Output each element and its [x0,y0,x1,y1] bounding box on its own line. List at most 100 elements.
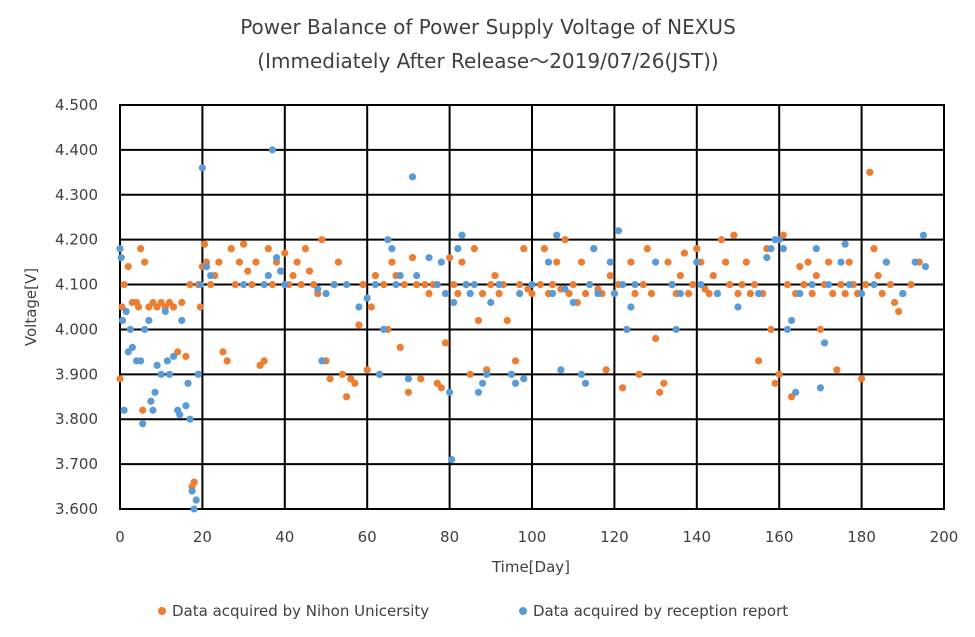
data-point [186,280,194,289]
data-point [730,231,738,239]
data-point [184,379,192,387]
data-point [676,289,684,298]
data-point [458,231,466,239]
data-point [192,496,200,504]
data-point [139,406,147,414]
data-point [128,343,136,351]
data-point [145,316,153,325]
data-point [281,249,289,257]
data-point [355,303,363,311]
data-point [775,236,783,244]
data-point [528,289,536,298]
data-point [919,231,928,239]
data-point [680,249,689,257]
data-point [763,254,771,262]
data-point [425,289,433,298]
data-point [417,375,425,383]
data-point [388,245,396,253]
data-point [516,289,524,298]
data-point [672,325,680,334]
data-point [577,370,586,378]
data-point [408,173,417,181]
data-point [466,289,474,298]
data-point [808,280,816,289]
legend-label-reception: Data acquired by reception report [533,602,788,620]
data-point [779,245,787,253]
data-point [182,352,190,360]
data-point [334,258,342,266]
data-point [474,316,483,325]
data-point [248,280,256,289]
data-point [165,370,174,378]
data-point [870,245,878,253]
data-point [260,280,268,289]
data-point [796,289,804,298]
data-point [380,280,388,289]
data-point [116,245,124,253]
data-point [569,298,577,307]
data-point [734,303,742,311]
x-tick-label: 40 [275,528,294,546]
data-point [503,316,511,325]
data-point [668,280,676,289]
series-layer [116,146,930,513]
data-point [147,397,155,405]
data-point [240,280,248,289]
y-tick-label: 3.900 [55,365,98,383]
data-point [289,271,297,280]
data-point [594,289,602,298]
legend-marker-reception [519,607,527,615]
data-point [581,379,590,387]
data-point [458,258,466,266]
data-point [717,236,726,244]
data-point [446,254,454,262]
data-point [231,280,239,289]
data-point [610,289,619,298]
data-point [841,240,849,248]
data-point [631,289,639,298]
legend-label-nihon: Data acquired by Nihon Unicersity [172,602,429,620]
data-point [176,411,184,419]
data-point [561,236,569,244]
data-point [544,258,553,266]
data-point [899,289,907,298]
data-point [188,487,196,495]
data-point [643,245,651,253]
data-point [709,271,717,280]
data-point [606,271,614,280]
data-point [404,388,412,396]
data-point [363,366,371,374]
data-point [122,307,130,316]
data-point [408,254,417,262]
data-point [462,280,470,289]
data-point [631,280,639,289]
data-point [516,280,524,289]
data-point [149,406,157,414]
data-point [118,316,127,325]
data-point [652,258,660,266]
data-point [800,280,808,289]
x-tick-label: 160 [765,528,794,546]
data-point [845,258,853,266]
data-point [137,357,145,365]
data-point [557,366,565,374]
data-point [338,370,347,378]
data-point [264,245,272,253]
data-point [921,263,930,271]
data-point [569,280,577,289]
legend: Data acquired by Nihon Unicersity Data a… [158,602,788,620]
data-point [240,240,248,248]
data-point [437,258,445,266]
data-point [223,357,231,365]
data-point [528,280,536,289]
data-point [511,379,520,387]
y-tick-label: 4.400 [55,141,98,159]
data-point [561,285,569,293]
data-point [305,267,314,275]
data-point [693,258,701,266]
data-point [660,379,668,387]
x-tick-label: 200 [930,528,959,546]
data-point [639,280,647,289]
data-point [664,258,672,266]
data-point [359,280,367,289]
